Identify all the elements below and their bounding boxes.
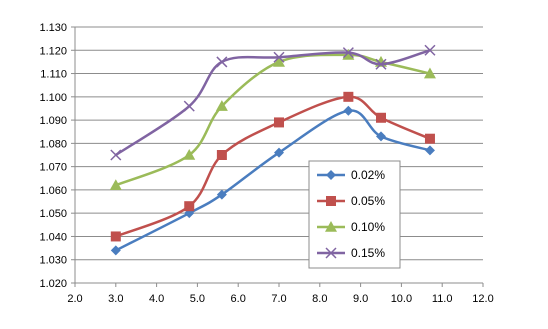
legend-box [308,160,401,269]
y-tick-label: 1.120 [39,45,67,57]
series-0.02% [110,105,435,256]
x-tick-label: 7.0 [271,293,286,305]
data-point [274,147,284,158]
x-tick-label: 11.0 [432,293,453,305]
data-point [216,189,227,200]
y-tick-label: 1.080 [39,138,67,150]
x-tick-label: 12.0 [472,293,493,305]
y-tick-label: 1.030 [39,255,67,267]
data-point [183,100,195,112]
series-0.05% [110,91,435,242]
legend-item: 0.15% [317,246,385,260]
data-point [376,112,386,123]
data-point [184,201,195,212]
data-point [424,133,435,144]
data-point [423,67,436,79]
y-tick-label: 1.040 [39,231,67,243]
x-tick-label: 3.0 [108,293,123,305]
legend-marker [325,221,337,232]
data-point [216,150,227,160]
data-point [215,100,228,111]
series-lines [109,44,436,256]
series-0.15% [110,44,436,161]
y-tick-label: 1.130 [39,22,67,34]
legend-label: 0.10% [351,220,385,234]
data-point [342,47,354,59]
x-tick-label: 2.0 [67,293,82,305]
x-tick-label: 8.0 [312,293,327,305]
y-tick-label: 1.090 [39,115,67,127]
x-tick-labels: 2.0 3.0 4.0 5.0 6.0 7.0 8.0 9.0 10.0 11.0 12.0 [67,293,493,305]
legend-label: 0.05% [351,194,385,208]
legend-marker [326,196,336,206]
legend-item: 0.10% [317,220,385,234]
data-point [273,51,285,63]
data-point [274,117,284,128]
y-tick-label: 1.110 [40,69,67,81]
data-point [343,91,354,102]
series-0.10% [109,48,436,191]
data-point [109,179,122,191]
x-tick-label: 9.0 [353,293,368,305]
y-tick-label: 1.070 [39,162,67,174]
legend-label: 0.15% [351,246,385,260]
y-tick-label: 1.020 [39,278,67,290]
data-point [342,48,355,60]
axes [71,26,484,287]
data-point [110,149,122,161]
y-tick-labels: 1.020 1.030 1.040 1.050 1.060 1.070 1.080 1.090… [39,22,67,290]
data-point [424,44,436,56]
data-point [110,231,121,242]
x-tick-label: 6.0 [231,293,246,305]
data-point [424,145,435,156]
data-point [273,55,285,67]
data-point [216,56,228,68]
data-point [110,245,121,256]
legend-marker [325,247,337,259]
x-tick-label: 4.0 [149,293,164,305]
legend-item: 0.05% [317,194,385,208]
data-point [343,105,354,116]
y-tick-label: 1.100 [39,92,67,104]
y-tick-label: 1.050 [39,208,67,220]
legend-label: 0.02% [351,168,385,182]
data-point [375,58,387,70]
data-point [376,131,386,142]
x-tick-label: 5.0 [190,293,205,305]
x-tick-label: 10.0 [391,293,412,305]
y-tick-label: 1.060 [39,185,67,197]
legend-marker [326,170,336,180]
legend-item: 0.02% [317,168,385,182]
legend: 0.02% 0.05% 0.10% 0.15% [308,160,401,269]
data-point [183,149,196,160]
